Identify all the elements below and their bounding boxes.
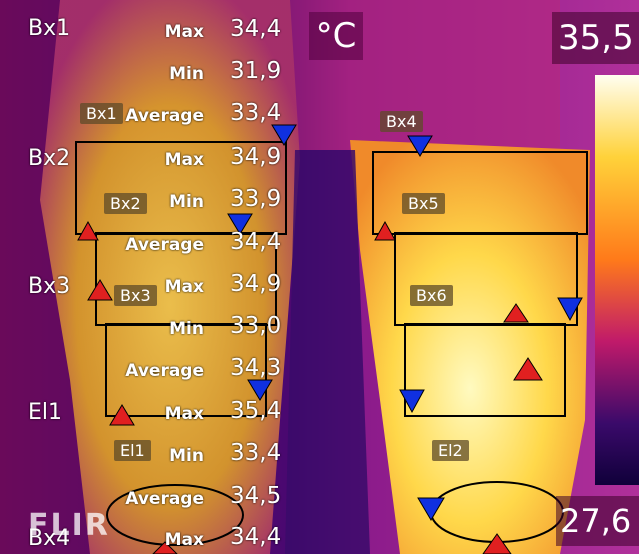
measurement-key-bx1-min: Min <box>169 64 204 84</box>
measurement-value-bx3-min: 33,0 <box>230 313 282 339</box>
max-marker-bx5 <box>374 220 396 241</box>
measurement-key-bx2-min: Min <box>169 192 204 212</box>
scale-max-value: 35,5 <box>552 12 639 64</box>
max-marker-bx6-lower <box>513 357 543 381</box>
min-marker-el2 <box>417 497 445 521</box>
measurement-value-el1-min: 33,4 <box>230 440 282 466</box>
region-tag-bx5: Bx5 <box>402 193 445 214</box>
min-marker-bx4 <box>407 135 433 157</box>
measurement-key-bx1-average: Average <box>125 106 204 126</box>
region-tag-el2: El2 <box>432 440 469 461</box>
measurement-value-bx1-average: 33,4 <box>230 100 282 126</box>
region-tag-bx6: Bx6 <box>410 285 453 306</box>
measurement-value-bx4-max: 34,4 <box>230 524 282 550</box>
measurement-key-bx2-max: Max <box>164 150 204 170</box>
ellipse-el1 <box>106 484 244 546</box>
right-leg-shape <box>350 140 590 554</box>
measurement-value-el1-max: 35,4 <box>230 398 282 424</box>
region-tag-bx2: Bx2 <box>104 193 147 214</box>
measurement-key-bx1-max: Max <box>164 22 204 42</box>
region-tag-el1: El1 <box>114 440 151 461</box>
measurement-value-bx1-min: 31,9 <box>230 58 282 84</box>
measurement-key-bx2-average: Average <box>125 235 204 255</box>
min-marker-bx6 <box>557 297 583 322</box>
max-marker-bx4 <box>152 541 178 554</box>
measurement-key-el1-min: Min <box>169 446 204 466</box>
min-marker-bx2 <box>227 213 253 235</box>
min-marker-bx6-lower <box>399 389 425 414</box>
measurement-value-el1-average: 34,5 <box>230 483 282 509</box>
measurement-value-bx2-max: 34,9 <box>230 144 282 170</box>
unit-label: °C <box>309 12 363 60</box>
measurement-label-bx4: Bx4 <box>28 526 71 551</box>
measurement-value-bx2-min: 33,9 <box>230 186 282 212</box>
measurement-key-bx3-max: Max <box>164 277 204 297</box>
measurement-value-bx3-max: 34,9 <box>230 271 282 297</box>
flir-logo: FLIR <box>28 508 110 543</box>
measurement-key-bx4-max: Max <box>164 530 204 550</box>
measurement-value-bx2-average: 34,4 <box>230 229 282 255</box>
scale-min-value: 27,6 <box>556 496 639 546</box>
region-tag-bx3: Bx3 <box>114 285 157 306</box>
measurement-key-bx3-min: Min <box>169 319 204 339</box>
max-marker-bx3 <box>87 279 113 301</box>
measurement-label-bx1: Bx1 <box>28 16 71 41</box>
measurement-key-bx3-average: Average <box>125 361 204 381</box>
max-marker-bx2 <box>77 220 99 241</box>
measurement-label-el1: El1 <box>28 400 63 425</box>
min-marker-el1 <box>247 379 273 401</box>
measurement-label-bx2: Bx2 <box>28 146 71 171</box>
measurement-label-bx3: Bx3 <box>28 274 71 299</box>
measurement-key-el1-average: Average <box>125 489 204 509</box>
max-marker-bx6 <box>503 303 529 323</box>
measurement-value-bx1-max: 34,4 <box>230 16 282 42</box>
measurement-key-el1-max: Max <box>164 404 204 424</box>
box-bx3-lower <box>105 323 267 417</box>
max-marker-el1 <box>109 404 135 426</box>
region-tag-bx4: Bx4 <box>380 111 423 132</box>
region-tag-bx1: Bx1 <box>80 103 123 124</box>
scale-bar <box>595 75 639 485</box>
box-bx6-lower <box>404 323 566 417</box>
gap-between-legs <box>285 150 370 554</box>
max-marker-el2 <box>482 533 512 554</box>
min-marker-bx1 <box>271 124 297 146</box>
measurement-value-bx3-average: 34,3 <box>230 355 282 381</box>
